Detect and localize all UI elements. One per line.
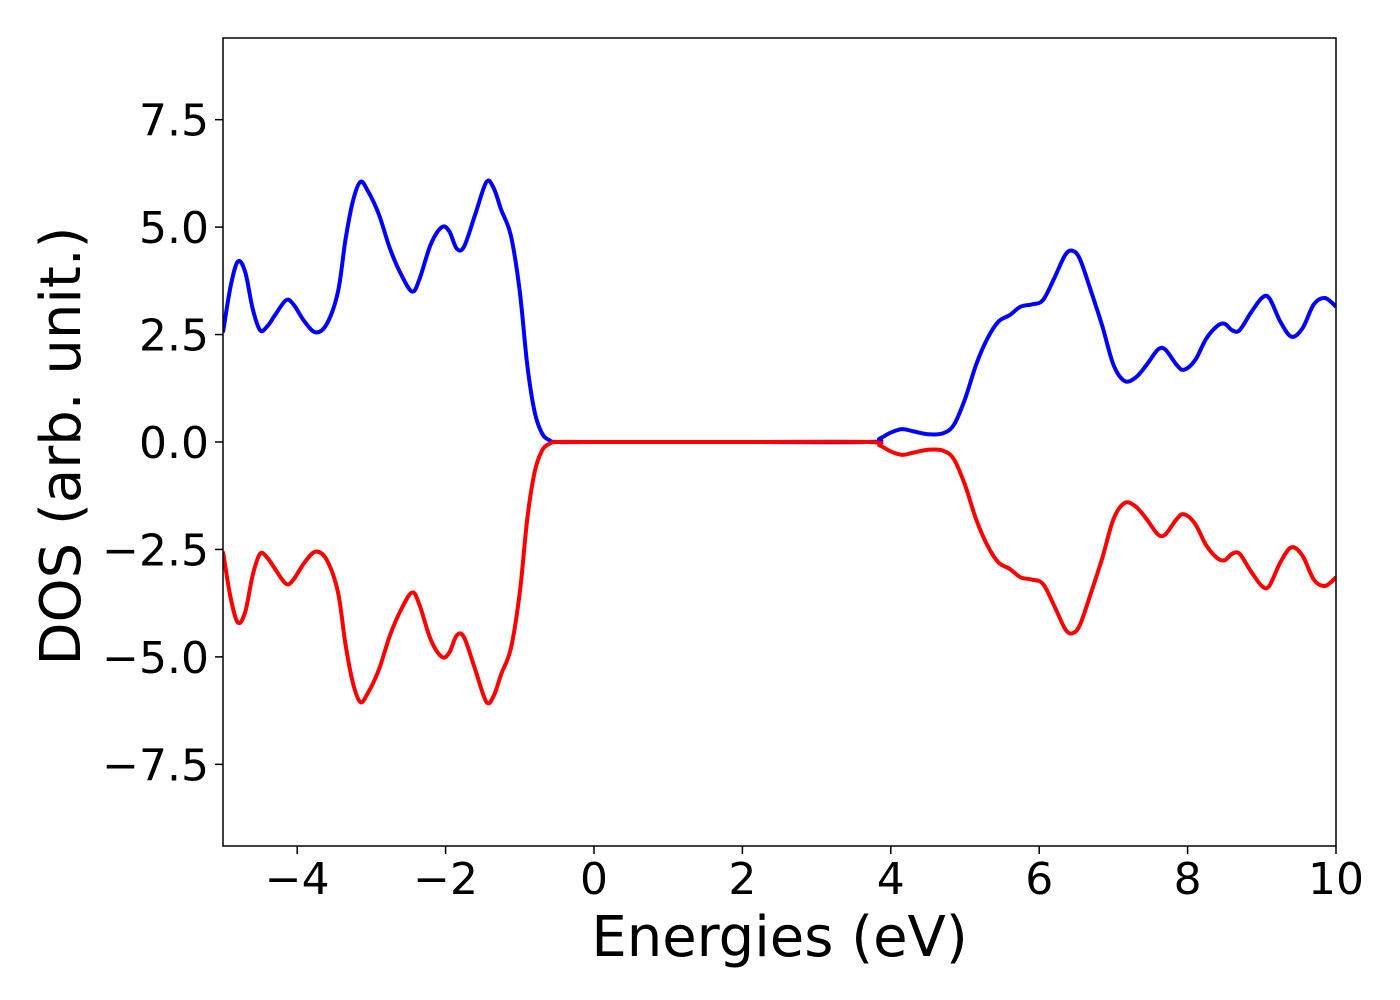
series-layer: [223, 178, 1336, 706]
y-tick-label: −5.0: [102, 633, 209, 684]
x-tick-label: 8: [1174, 854, 1202, 905]
x-tick-label: 2: [728, 854, 756, 905]
x-tick-label: 10: [1308, 854, 1364, 905]
y-tick-label: 7.5: [139, 96, 209, 147]
y-tick-label: −2.5: [102, 525, 209, 576]
series-line-2: [223, 439, 1336, 706]
x-tick-label: 6: [1025, 854, 1053, 905]
x-tick-label: −4: [265, 854, 330, 905]
y-axis-ticks: 7.5 5.0 2.5 0.0 −2.5 −5.0 −7.5: [102, 96, 223, 791]
x-axis-label: Energies (eV): [591, 905, 967, 970]
x-tick-label: 4: [877, 854, 905, 905]
x-axis-ticks: −4 −2 0 2 4 6 8 10: [265, 846, 1364, 905]
y-tick-label: 2.5: [139, 311, 209, 362]
y-tick-label: −7.5: [102, 740, 209, 791]
y-tick-label: 5.0: [139, 203, 209, 254]
y-axis-label: DOS (arb. unit.): [29, 226, 94, 665]
series-line-1: [223, 178, 1336, 445]
y-tick-label: 0.0: [139, 418, 209, 469]
x-tick-label: −2: [413, 854, 478, 905]
x-tick-label: 0: [580, 854, 608, 905]
